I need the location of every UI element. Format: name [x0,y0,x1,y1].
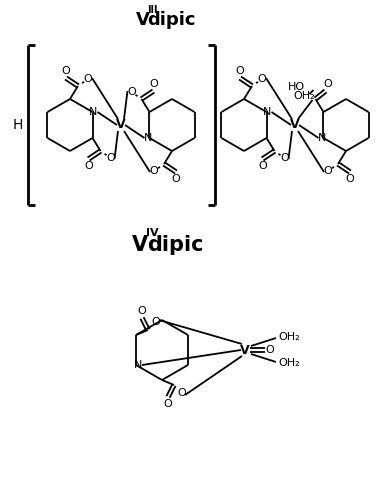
Text: O: O [171,174,180,184]
Text: HO: HO [288,82,305,92]
Text: O: O [149,79,158,89]
Text: O: O [346,174,354,184]
Text: O: O [178,388,187,398]
Text: dipic: dipic [148,11,196,29]
Text: O: O [127,87,136,97]
Text: OH₂: OH₂ [278,332,300,342]
Text: V: V [290,118,300,132]
Text: O: O [84,161,93,171]
Text: V: V [116,118,126,132]
Text: O: O [62,66,70,76]
Text: O: O [265,345,274,355]
Text: III: III [147,5,157,15]
Text: IV: IV [146,228,158,238]
Text: O: O [152,317,160,327]
Text: O: O [150,166,158,176]
Text: O: O [280,153,289,163]
Text: V: V [240,344,250,356]
Text: dipic: dipic [147,235,203,255]
Text: O: O [164,399,172,409]
Text: N: N [89,107,98,117]
Text: O: O [324,166,332,176]
Text: O: O [258,74,266,84]
Text: N: N [263,107,272,117]
Text: O: O [138,306,146,316]
Text: V: V [132,235,148,255]
Text: N: N [134,360,142,370]
Text: O: O [323,79,332,89]
Text: N: N [318,133,327,143]
Text: O: O [106,153,115,163]
Text: O: O [236,66,244,76]
Text: OH₂: OH₂ [294,91,315,101]
Text: N: N [144,133,152,143]
Text: OH₂: OH₂ [278,358,300,368]
Text: O: O [258,161,267,171]
Text: V: V [136,11,150,29]
Text: O: O [84,74,92,84]
Text: H: H [13,118,23,132]
